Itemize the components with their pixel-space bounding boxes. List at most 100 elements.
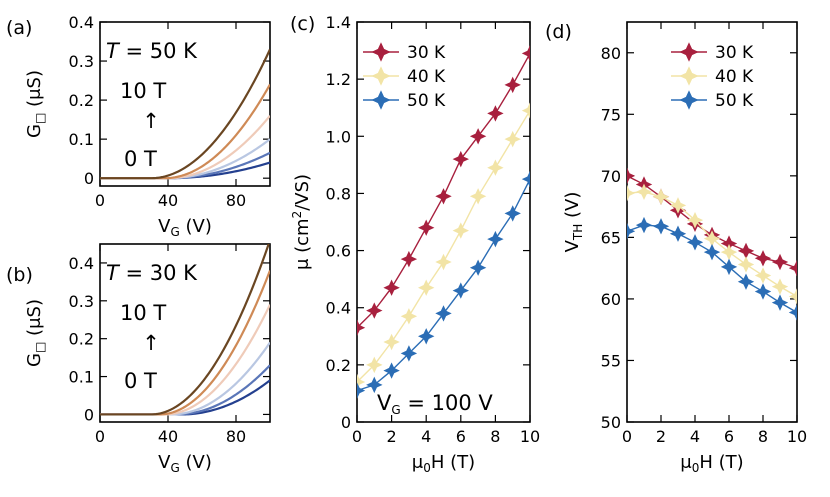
y-tick-label: 70	[601, 167, 621, 186]
x-axis-label-sub: 0	[692, 461, 700, 475]
temperature-symbol: T	[106, 39, 121, 63]
y-tick-label: 0.4	[69, 13, 94, 32]
x-axis-label-main: μ	[680, 452, 692, 473]
y-axis-label-sub: □	[33, 113, 47, 124]
data-point	[469, 259, 487, 276]
legend-marker	[371, 90, 391, 110]
y-axis-label-sup: 2	[290, 211, 304, 219]
series-line-10T	[100, 244, 270, 416]
y-tick-label: 80	[601, 44, 621, 63]
y-axis-label: μ (cm2/VS)	[290, 174, 313, 270]
y-tick-label: 1.4	[326, 13, 351, 32]
x-axis-label: VG (V)	[158, 216, 212, 239]
data-point	[686, 211, 704, 229]
x-axis-label-main: μ	[412, 452, 424, 473]
gate-voltage-sub: G	[391, 403, 400, 417]
x-axis-label-sub: G	[170, 461, 179, 475]
x-tick-label: 4	[421, 427, 431, 446]
data-point	[357, 382, 366, 399]
data-point	[627, 167, 636, 185]
data-point	[627, 184, 636, 202]
x-tick-label: 2	[656, 427, 666, 446]
data-point	[417, 279, 435, 296]
series-line-50K	[357, 178, 530, 392]
data-point	[469, 188, 487, 205]
data-point	[627, 223, 636, 240]
data-point	[737, 256, 755, 273]
y-axis-label: G□ (μS)	[24, 299, 47, 367]
y-tick-label: 0.2	[326, 356, 351, 375]
y-axis-label-unit: /VS)	[292, 174, 313, 211]
data-point	[357, 373, 366, 391]
panel-label: (c)	[290, 13, 315, 35]
data-point	[521, 102, 530, 119]
y-axis-label-main: G	[24, 124, 45, 138]
top-field-label: 10 T	[120, 301, 166, 325]
y-tick-label: 0	[341, 413, 351, 432]
data-point	[383, 362, 400, 379]
x-tick-label: 40	[158, 427, 178, 446]
y-tick-label: 0.6	[326, 242, 351, 261]
y-tick-label: 60	[601, 290, 621, 309]
y-tick-label: 1.2	[326, 70, 351, 89]
data-point	[400, 250, 418, 268]
data-point	[771, 294, 789, 311]
gate-voltage-symbol: V	[377, 391, 392, 415]
y-axis-label-main: G	[24, 353, 45, 367]
legend-marker	[371, 66, 391, 86]
data-point	[417, 219, 435, 236]
temperature-label: T = 50 K	[106, 39, 198, 63]
data-point	[788, 304, 797, 321]
data-point	[487, 159, 504, 176]
x-axis-label-main: V	[158, 452, 171, 473]
legend-marker	[679, 42, 699, 62]
data-point	[435, 188, 452, 205]
x-axis-label-unit: (V)	[180, 216, 212, 237]
x-tick-label: 2	[387, 427, 397, 446]
data-point	[366, 302, 383, 319]
y-axis-label-sub: TH	[571, 224, 585, 241]
data-point	[357, 319, 366, 336]
y-tick-label: 0.2	[69, 91, 94, 110]
x-tick-label: 8	[490, 427, 500, 446]
x-axis-label-unit: H (T)	[699, 452, 743, 473]
data-point	[635, 216, 653, 234]
x-tick-label: 80	[226, 191, 246, 210]
x-axis-label: μ0H (T)	[680, 452, 743, 475]
y-axis-label-main: μ (cm	[292, 218, 313, 270]
y-tick-label: 65	[601, 228, 621, 247]
x-axis-label-main: V	[158, 216, 171, 237]
data-point	[400, 345, 418, 362]
data-point	[788, 259, 797, 277]
y-tick-label: 0.1	[69, 368, 94, 387]
legend-label-50K: 50 K	[715, 91, 754, 111]
y-axis-label-unit: (V)	[562, 192, 583, 224]
panel-label: (a)	[6, 17, 32, 39]
legend-label-40K: 40 K	[407, 67, 446, 87]
legend-label-40K: 40 K	[715, 67, 754, 87]
x-axis-label-unit: H (T)	[431, 452, 475, 473]
y-tick-label: 75	[601, 105, 621, 124]
gate-voltage-value: = 100 V	[401, 391, 494, 415]
plot-frame	[99, 21, 271, 187]
data-point	[487, 105, 504, 122]
data-point	[417, 328, 435, 345]
legend-marker	[679, 90, 699, 110]
x-axis-label-sub: 0	[423, 461, 431, 475]
y-axis-label-unit: (μS)	[24, 70, 45, 113]
data-point	[720, 258, 738, 276]
x-tick-label: 0	[95, 191, 105, 210]
data-point	[452, 282, 470, 299]
data-point	[383, 279, 400, 296]
y-axis-label: G□ (μS)	[24, 70, 47, 138]
plot-frame	[99, 243, 271, 423]
curves	[100, 244, 270, 416]
plot-frame	[356, 21, 531, 423]
temperature-value: = 30 K	[119, 261, 198, 285]
data-point	[504, 205, 521, 222]
temperature-value: = 50 K	[119, 39, 198, 63]
temperature-symbol: T	[106, 261, 121, 285]
